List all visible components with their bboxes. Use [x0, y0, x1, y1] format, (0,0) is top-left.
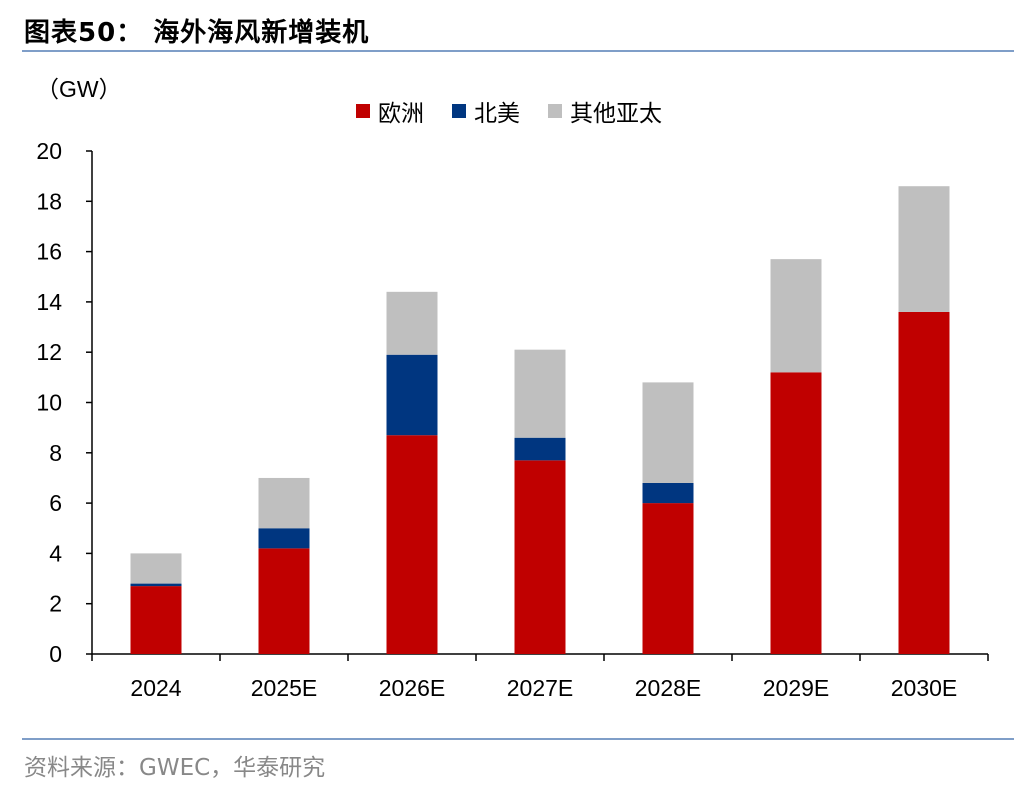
legend-item-north-america: 北美: [452, 94, 520, 128]
bar-segment-europe-2024: [130, 586, 182, 654]
y-tick-label: 6: [49, 490, 62, 516]
y-tick-label: 0: [49, 641, 62, 667]
figure-title: 图表50： 海外海风新增装机: [24, 18, 370, 48]
bar-segment-europe-2025E: [258, 548, 310, 654]
bottom-divider: [22, 738, 1014, 740]
legend-label-north-america: 北美: [474, 101, 520, 127]
legend-swatch-europe: [356, 104, 370, 118]
legend-swatch-other-apac: [548, 104, 562, 118]
y-tick-label: 12: [36, 339, 62, 365]
y-tick-label: 16: [36, 239, 62, 265]
bar-segment-north-america-2028E: [642, 482, 694, 504]
bar-segment-europe-2028E: [642, 503, 694, 654]
y-tick-label: 2: [49, 591, 62, 617]
y-axis-unit-label: （GW）: [36, 76, 122, 102]
x-tick-label: 2028E: [635, 675, 702, 701]
y-tick-label: 10: [36, 390, 62, 416]
bar-segment-other-apac-2029E: [770, 259, 822, 373]
x-tick-label: 2027E: [507, 675, 574, 701]
bar-segment-north-america-2025E: [258, 528, 310, 549]
bar-segment-other-apac-2028E: [642, 382, 694, 483]
legend-item-other-apac: 其他亚太: [548, 94, 662, 128]
bar-segment-north-america-2026E: [386, 354, 438, 436]
y-tick-label: 8: [49, 440, 62, 466]
legend-swatch-north-america: [452, 104, 466, 118]
x-tick-label: 2024: [130, 675, 181, 701]
y-tick-label: 4: [49, 540, 62, 566]
x-tick-label: 2030E: [891, 675, 958, 701]
bar-segment-europe-2026E: [386, 435, 438, 654]
bar-segment-europe-2030E: [898, 311, 950, 654]
bar-segment-other-apac-2025E: [258, 477, 310, 529]
legend-label-other-apac: 其他亚太: [570, 101, 662, 127]
x-tick-label: 2029E: [763, 675, 830, 701]
chart-legend: 欧洲 北美 其他亚太: [356, 94, 690, 128]
bar-segment-north-america-2027E: [514, 437, 566, 461]
y-tick-label: 14: [36, 289, 62, 315]
bar-segment-other-apac-2024: [130, 553, 182, 584]
bar-segment-other-apac-2026E: [386, 291, 438, 355]
legend-item-europe: 欧洲: [356, 94, 424, 128]
top-divider: [22, 50, 1014, 52]
x-tick-label: 2025E: [251, 675, 318, 701]
bar-segment-europe-2029E: [770, 372, 822, 654]
bar-segment-other-apac-2027E: [514, 349, 566, 438]
y-tick-label: 20: [36, 138, 62, 164]
bar-segment-other-apac-2030E: [898, 186, 950, 312]
x-tick-label: 2026E: [379, 675, 446, 701]
y-tick-label: 18: [36, 188, 62, 214]
bar-segment-europe-2027E: [514, 460, 566, 654]
source-note: 资料来源：GWEC，华泰研究: [24, 755, 326, 781]
bar-segment-north-america-2024: [130, 583, 182, 587]
legend-label-europe: 欧洲: [378, 101, 424, 127]
